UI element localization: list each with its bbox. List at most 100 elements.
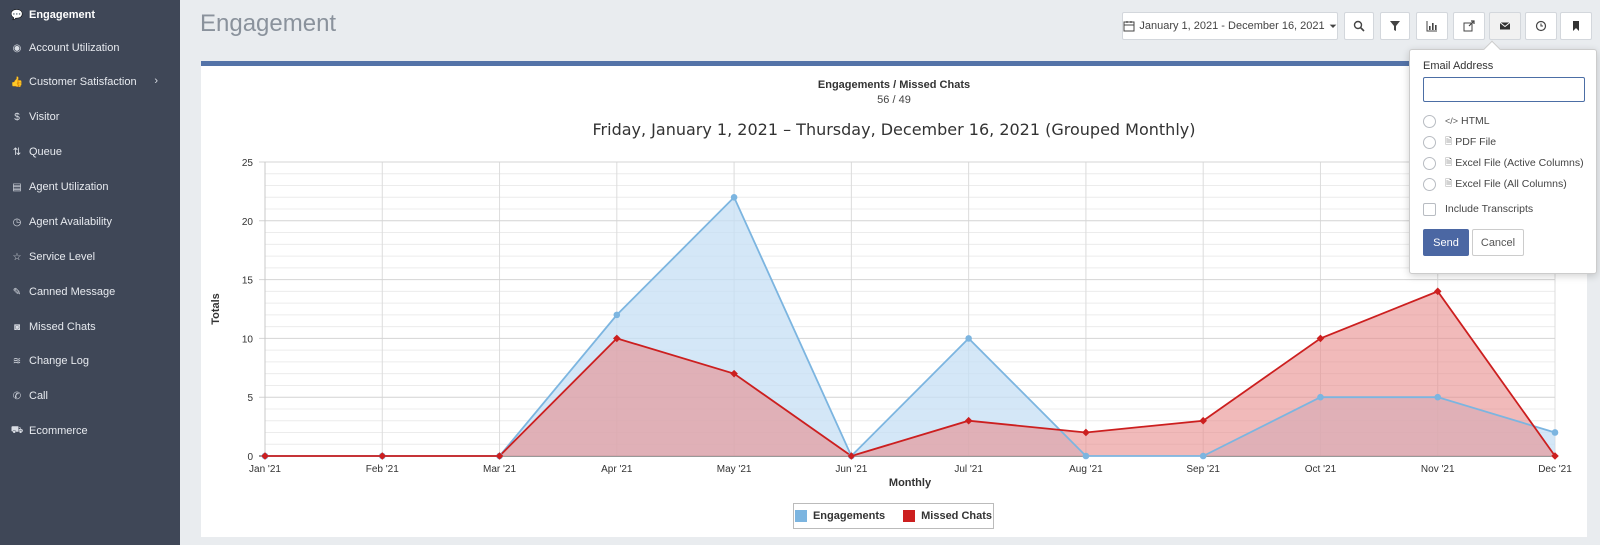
filter-button[interactable]: [1380, 12, 1410, 40]
sidebar-item-agent-availability[interactable]: ◷ Agent Availability: [0, 207, 180, 237]
legend-item-engagements[interactable]: Engagements: [794, 510, 885, 522]
sidebar-item-label: Call: [29, 390, 48, 402]
sidebar-item-queue[interactable]: ⇅ Queue: [0, 137, 180, 167]
sidebar-item-canned-message[interactable]: ✎ Canned Message: [0, 277, 180, 307]
radio-button[interactable]: [1423, 135, 1436, 149]
file-pdf-icon: 🗎: [1445, 136, 1453, 146]
x-tick-label: Feb '21: [366, 464, 399, 475]
legend-label: Missed Chats: [921, 510, 993, 522]
sort-icon: ⇅: [12, 146, 22, 158]
thumbs-up-icon: 👍: [10, 76, 24, 88]
radio-button[interactable]: [1423, 156, 1436, 170]
chart-type-button[interactable]: [1416, 12, 1448, 40]
sidebar-item-call[interactable]: ✆ Call: [0, 381, 180, 411]
email-address-label: Email Address: [1423, 60, 1494, 72]
dashboard-icon: ◉: [12, 42, 22, 54]
list-card-icon: ▤: [12, 181, 22, 193]
y-tick-label: 25: [242, 158, 254, 169]
series-line-missed-chats: [265, 290, 1556, 457]
sidebar-item-change-log[interactable]: ≋ Change Log: [0, 346, 180, 376]
email-button[interactable]: [1489, 12, 1521, 40]
sidebar-item-missed-chats[interactable]: ◙ Missed Chats: [0, 312, 180, 342]
database-icon: ≋: [12, 355, 22, 367]
radio-button[interactable]: [1423, 114, 1436, 128]
data-point-engagements: [1082, 452, 1090, 460]
sidebar-item-label: Engagement: [29, 9, 96, 21]
sidebar-item-agent-utilization[interactable]: ▤ Agent Utilization: [0, 172, 180, 202]
y-axis-title: Totals: [210, 293, 222, 325]
x-tick-label: Sep '21: [1186, 464, 1220, 475]
format-option-excel-active[interactable]: 🗎 Excel File (Active Columns): [1423, 154, 1584, 172]
comment-icon: 💬: [10, 9, 24, 21]
include-transcripts-checkbox[interactable]: [1423, 202, 1436, 216]
data-point-missed-chats: [1082, 428, 1090, 437]
clock-icon: [1535, 20, 1547, 32]
phone-icon: ✆: [12, 390, 22, 402]
sidebar-item-service-level[interactable]: ☆ Service Level: [0, 242, 180, 272]
data-point-engagements: [1317, 393, 1324, 401]
cart-icon: ⛟: [10, 424, 24, 436]
summary-title: Engagements / Missed Chats: [817, 79, 971, 91]
x-tick-label: Oct '21: [1305, 464, 1337, 475]
star-icon: ☆: [12, 251, 22, 263]
include-transcripts-option[interactable]: Include Transcripts: [1423, 200, 1533, 218]
date-range-text: January 1, 2021 - December 16, 2021: [1139, 20, 1325, 32]
search-button[interactable]: [1344, 12, 1374, 40]
x-tick-label: Mar '21: [483, 464, 516, 475]
sidebar-item-ecommerce[interactable]: ⛟ Ecommerce: [0, 416, 180, 446]
option-label: Excel File (Active Columns): [1455, 157, 1584, 169]
legend-swatch: [903, 510, 916, 522]
sidebar-item-customer-satisfaction[interactable]: 👍 Customer Satisfaction ›: [0, 67, 180, 97]
x-tick-label: May '21: [717, 464, 752, 475]
schedule-button[interactable]: [1525, 12, 1557, 40]
data-point-engagements: [1434, 393, 1442, 401]
legend-item-missed-chats[interactable]: Missed Chats: [903, 510, 992, 522]
area-chart: 0 5 10 15 20 25 Jan '21 Feb '21 Mar '21 Apr '21 Ma…: [210, 158, 1572, 489]
export-button[interactable]: [1453, 12, 1485, 40]
sidebar-item-label: Ecommerce: [29, 425, 88, 437]
clock-icon: ◷: [12, 216, 22, 228]
data-point-missed-chats: [1316, 334, 1325, 343]
email-popover: Email Address </> HTML 🗎 PDF File 🗎 Exce…: [1409, 40, 1597, 274]
format-option-pdf[interactable]: 🗎 PDF File: [1423, 133, 1496, 151]
legend-swatch: [794, 510, 807, 522]
y-tick-label: 20: [242, 217, 254, 228]
chevron-right-icon: ›: [154, 75, 158, 87]
x-tick-label: Jan '21: [249, 464, 281, 475]
sidebar-item-label: Queue: [29, 146, 63, 158]
cancel-button[interactable]: Cancel: [1472, 229, 1524, 256]
format-option-excel-all[interactable]: 🗎 Excel File (All Columns): [1423, 175, 1567, 193]
data-point-missed-chats: [730, 369, 738, 378]
edit-icon: ✎: [12, 286, 22, 298]
x-tick-label: Jun '21: [835, 464, 867, 475]
file-excel-icon: 🗎: [1445, 157, 1453, 167]
sidebar-item-engagement[interactable]: 💬 Engagement: [0, 0, 180, 30]
date-range-picker[interactable]: January 1, 2021 - December 16, 2021: [1122, 12, 1338, 40]
data-point-missed-chats: [847, 452, 856, 460]
data-point-engagements: [965, 335, 972, 342]
sidebar-item-visitor[interactable]: $ Visitor: [0, 102, 180, 132]
envelope-icon: [1499, 22, 1511, 30]
radio-button[interactable]: [1423, 177, 1436, 191]
sidebar-item-label: Canned Message: [29, 286, 116, 298]
sidebar-item-label: Agent Utilization: [29, 181, 109, 193]
bookmark-icon: [1573, 21, 1579, 31]
page-title: Engagement: [200, 10, 337, 37]
format-option-html[interactable]: </> HTML: [1423, 112, 1490, 130]
email-address-input[interactable]: [1423, 77, 1585, 102]
sidebar-item-label: Service Level: [29, 251, 96, 263]
data-point-missed-chats: [261, 452, 269, 460]
x-tick-label: Nov '21: [1421, 464, 1455, 475]
option-label: Include Transcripts: [1445, 203, 1534, 215]
x-tick-label: Dec '21: [1538, 464, 1572, 475]
y-tick-label: 0: [247, 452, 253, 463]
area-missed-chats: [265, 291, 1555, 456]
sidebar-item-label: Visitor: [29, 111, 60, 123]
data-point-engagements: [1551, 429, 1559, 436]
summary-value: 56 / 49: [877, 94, 911, 106]
bookmark-button[interactable]: [1560, 12, 1592, 40]
data-point-missed-chats: [613, 334, 621, 343]
sidebar-item-label: Account Utilization: [29, 42, 120, 54]
send-button[interactable]: Send: [1423, 229, 1469, 256]
sidebar-item-account-utilization[interactable]: ◉ Account Utilization: [0, 33, 180, 63]
